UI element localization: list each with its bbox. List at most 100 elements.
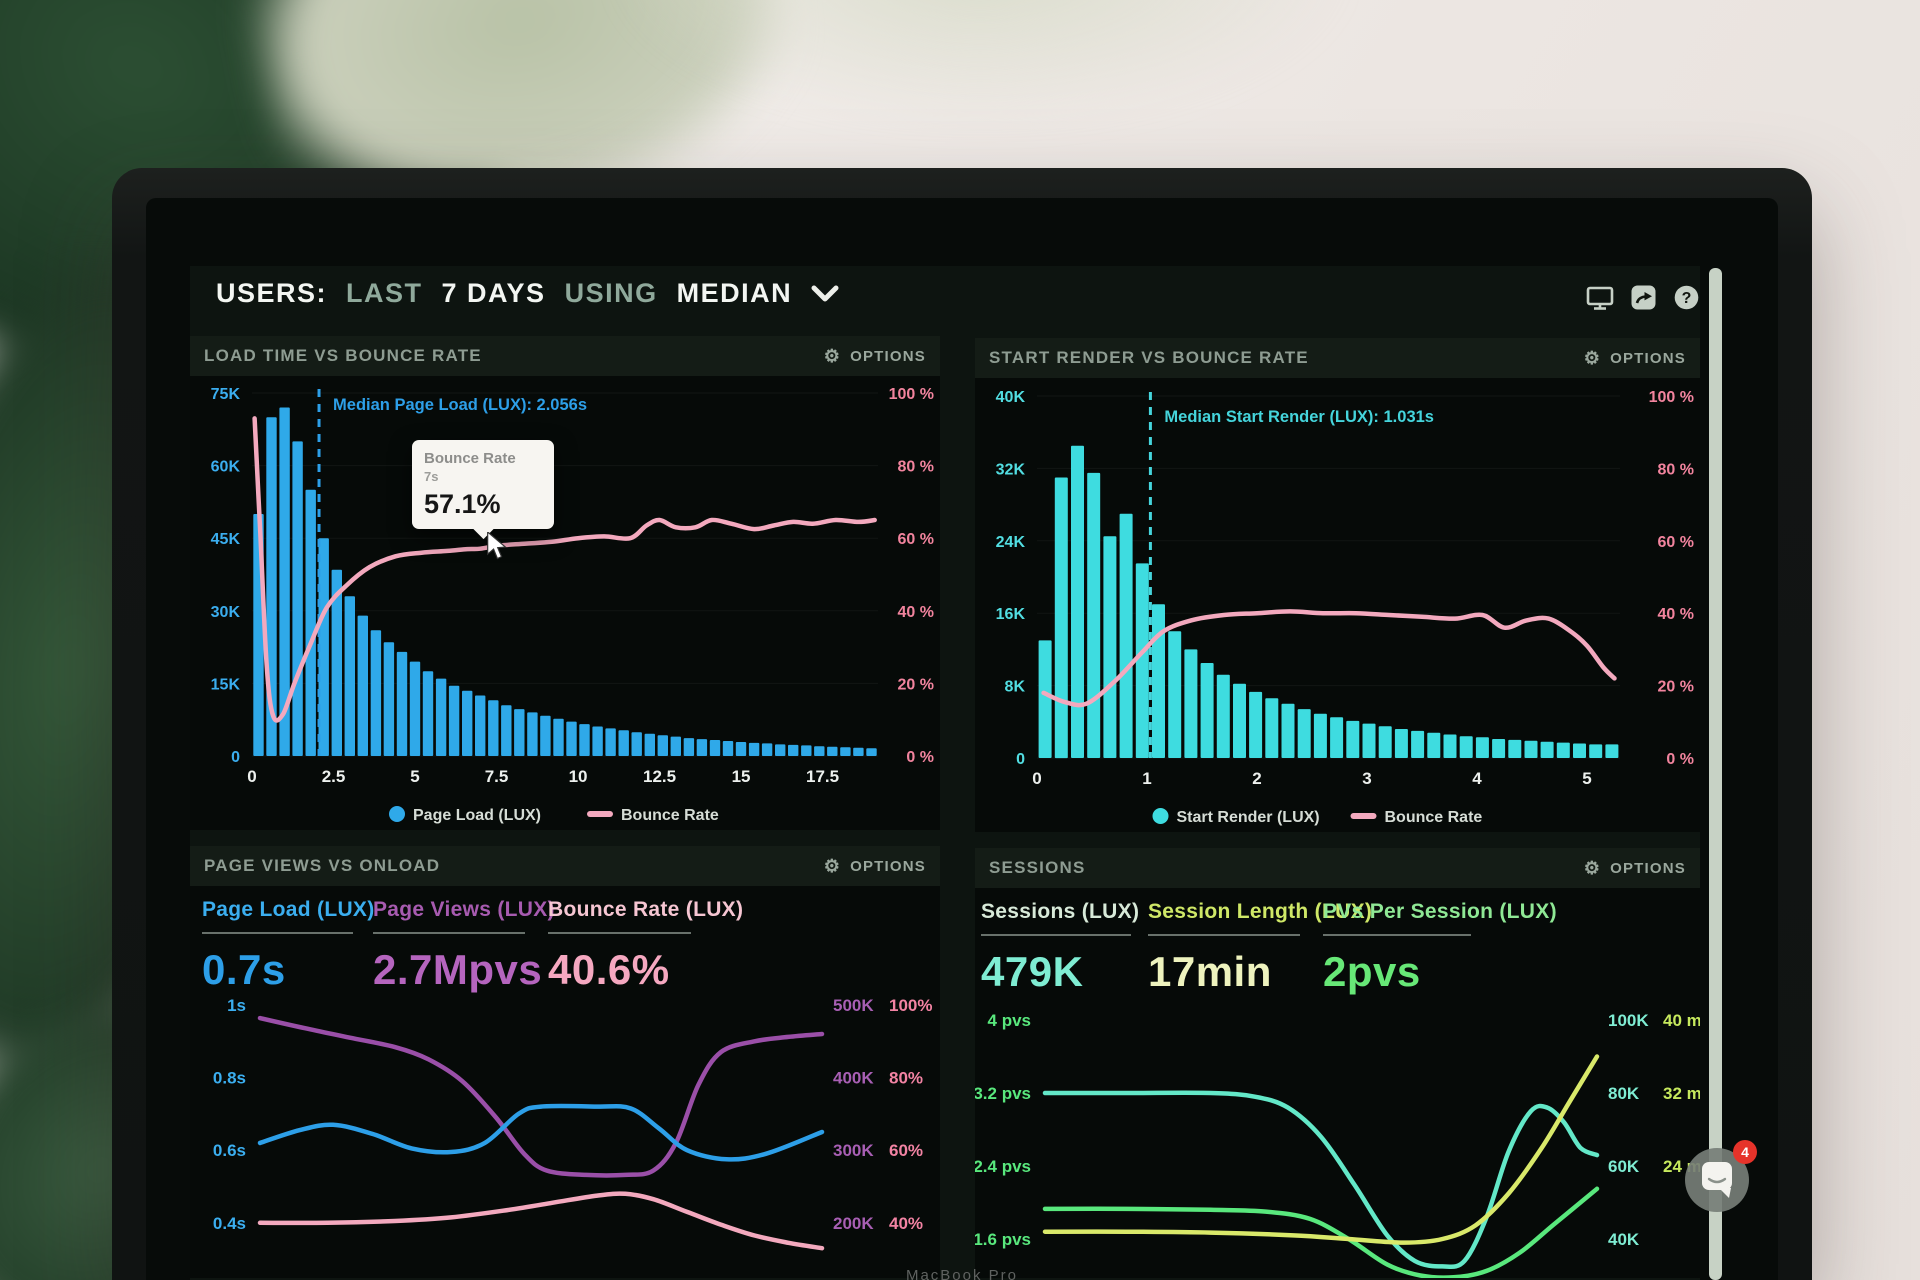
title-7days: 7 DAYS <box>441 278 546 308</box>
svg-text:15: 15 <box>732 767 751 786</box>
svg-text:15K: 15K <box>211 676 241 693</box>
svg-text:?: ? <box>1682 290 1692 307</box>
svg-text:60K: 60K <box>1608 1157 1640 1176</box>
svg-text:5: 5 <box>410 767 419 786</box>
laptop-brand-label: MacBook Pro <box>905 1267 1019 1280</box>
metric-page-load: Page Load (LUX) 0.7s <box>202 898 375 993</box>
svg-text:60 %: 60 % <box>898 531 934 548</box>
panel-header: LOAD TIME VS BOUNCE RATE ⚙ OPTIONS <box>190 336 940 376</box>
chat-widget-button[interactable]: 4 <box>1685 1140 1757 1212</box>
svg-text:60 %: 60 % <box>1658 534 1694 551</box>
svg-text:0 %: 0 % <box>906 749 934 766</box>
panel-start-render-vs-bounce-rate: START RENDER VS BOUNCE RATE ⚙ OPTIONS 40… <box>975 338 1700 832</box>
gear-icon: ⚙ <box>1583 348 1602 368</box>
line-series-group <box>1042 1054 1600 1278</box>
scrollbar-thumb[interactable] <box>1709 268 1722 1280</box>
legend-dot <box>389 806 405 822</box>
svg-text:40 %: 40 % <box>898 604 934 621</box>
svg-text:Bounce Rate: Bounce Rate <box>621 807 719 824</box>
svg-text:75K: 75K <box>211 386 241 403</box>
series-line <box>1042 1186 1600 1278</box>
svg-text:20 %: 20 % <box>1658 679 1694 696</box>
svg-text:32 min: 32 min <box>1663 1084 1700 1103</box>
svg-text:7.5: 7.5 <box>485 767 509 786</box>
legend[interactable]: Start Render (LUX) Bounce Rate <box>1152 808 1483 826</box>
svg-text:4 pvs: 4 pvs <box>988 1011 1031 1030</box>
dashboard-screen: USERS: LAST 7 DAYS USING MEDIAN <box>146 198 1778 1280</box>
panel-title: LOAD TIME VS BOUNCE RATE <box>204 346 482 365</box>
laptop: USERS: LAST 7 DAYS USING MEDIAN <box>112 168 1812 1280</box>
gear-icon: ⚙ <box>1583 858 1602 878</box>
display-icon[interactable] <box>1586 285 1614 311</box>
svg-text:17.5: 17.5 <box>806 767 839 786</box>
tooltip-series: Bounce Rate <box>424 450 516 467</box>
svg-text:24K: 24K <box>996 534 1026 551</box>
header-icon-bar: ? <box>1586 284 1700 311</box>
svg-text:40K: 40K <box>1608 1230 1640 1249</box>
options-button[interactable]: ⚙ OPTIONS <box>1583 858 1686 878</box>
svg-text:40 min: 40 min <box>1663 1011 1700 1030</box>
gear-icon: ⚙ <box>823 346 842 366</box>
mouse-cursor <box>487 532 507 560</box>
series-line <box>257 1015 825 1178</box>
panel-page-views-vs-onload: PAGE VIEWS VS ONLOAD ⚙ OPTIONS Page Load… <box>190 846 940 1278</box>
svg-text:2.5: 2.5 <box>322 767 346 786</box>
metric-page-views: Page Views (LUX) 2.7Mpvs <box>373 898 555 993</box>
options-button[interactable]: ⚙ OPTIONS <box>823 346 926 366</box>
svg-text:200K: 200K <box>833 1214 874 1233</box>
median-label: Median Start Render (LUX): 1.031s <box>1164 408 1434 426</box>
bars-series <box>1038 445 1619 759</box>
legend[interactable]: Page Load (LUX) Bounce Rate <box>389 806 719 824</box>
svg-text:1s: 1s <box>227 996 246 1015</box>
svg-text:100 %: 100 % <box>1649 389 1694 406</box>
median-label: Median Page Load (LUX): 2.056s <box>333 396 587 414</box>
svg-text:20 %: 20 % <box>898 676 934 693</box>
page-views-chart: 1s 500K 100% 0.8s 400K 80% 0.6s 300K 60% 0.4s 200K… <box>213 996 932 1251</box>
metric-pvs-per-session: PVs Per Session (LUX) 2pvs <box>1323 900 1557 995</box>
svg-text:2: 2 <box>1252 769 1261 788</box>
metric-bounce-rate: Bounce Rate (LUX) 40.6% <box>548 898 744 993</box>
svg-text:4: 4 <box>1472 769 1482 788</box>
options-button[interactable]: ⚙ OPTIONS <box>1583 348 1686 368</box>
svg-text:10: 10 <box>569 767 588 786</box>
svg-text:45K: 45K <box>211 531 241 548</box>
gear-icon: ⚙ <box>823 856 842 876</box>
svg-text:80 %: 80 % <box>898 459 934 476</box>
svg-text:8K: 8K <box>1005 679 1026 696</box>
svg-text:0: 0 <box>231 749 240 766</box>
options-button[interactable]: ⚙ OPTIONS <box>823 856 926 876</box>
help-icon[interactable]: ? <box>1673 284 1700 311</box>
svg-text:500K: 500K <box>833 996 874 1015</box>
panel-load-time-vs-bounce-rate: LOAD TIME VS BOUNCE RATE ⚙ OPTIONS 75K 10… <box>190 336 940 830</box>
legend-dash <box>587 811 613 817</box>
svg-text:2.4 pvs: 2.4 pvs <box>975 1157 1031 1176</box>
svg-text:0.8s: 0.8s <box>213 1069 246 1088</box>
svg-text:Page Load (LUX): Page Load (LUX) <box>413 807 541 824</box>
svg-text:30K: 30K <box>211 604 241 621</box>
legend-dot <box>1152 808 1169 824</box>
users-period-dropdown[interactable]: USERS: LAST 7 DAYS USING MEDIAN <box>216 278 839 309</box>
svg-text:5: 5 <box>1582 769 1591 788</box>
svg-text:3.2 pvs: 3.2 pvs <box>975 1084 1031 1103</box>
series-line <box>1042 1090 1600 1270</box>
svg-text:0: 0 <box>1032 769 1041 788</box>
svg-text:0: 0 <box>1016 751 1025 768</box>
svg-text:80 %: 80 % <box>1658 461 1694 478</box>
title-median: MEDIAN <box>676 278 793 308</box>
bounce-rate-line <box>1041 609 1617 708</box>
svg-text:100K: 100K <box>1608 1011 1649 1030</box>
svg-text:16K: 16K <box>996 606 1026 623</box>
share-icon[interactable] <box>1630 284 1657 311</box>
svg-text:80%: 80% <box>889 1069 923 1088</box>
svg-text:0 %: 0 % <box>1666 751 1694 768</box>
start-render-chart: 40K 100 % 32K 80 % 24K 60 % 16K 40 % 8K 20 % 0 0 % 0… <box>996 389 1694 826</box>
chevron-down-icon <box>811 285 839 301</box>
svg-text:Bounce Rate: Bounce Rate <box>1385 809 1483 826</box>
metric-session-length: Session Length (LUX) 17min <box>1148 900 1373 995</box>
panel-header: SESSIONS ⚙ OPTIONS <box>975 848 1700 888</box>
svg-text:300K: 300K <box>833 1141 874 1160</box>
svg-text:Start Render (LUX): Start Render (LUX) <box>1177 809 1320 826</box>
sessions-chart: 4 pvs 100K 40 min 3.2 pvs 80K 32 min 2.4 pvs 60… <box>975 1011 1700 1278</box>
tooltip-value: 57.1% <box>424 489 501 519</box>
